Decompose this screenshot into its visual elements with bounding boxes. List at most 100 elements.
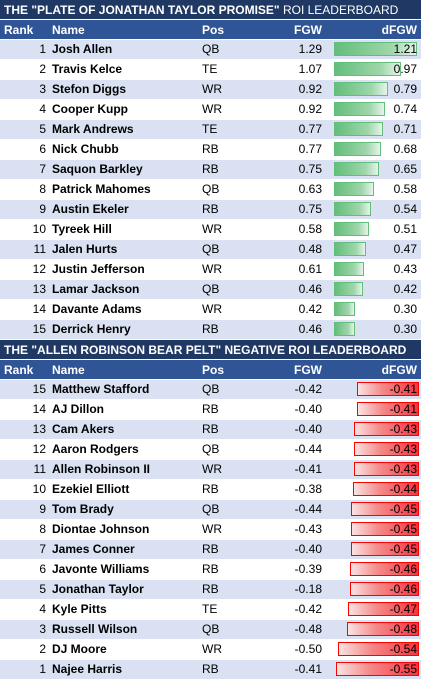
- cell-dfgw[interactable]: 0.71: [332, 120, 421, 139]
- cell-name[interactable]: Saquon Barkley: [52, 162, 143, 176]
- cell-fgw[interactable]: -0.43: [294, 522, 322, 536]
- cell-pos[interactable]: WR: [202, 102, 222, 116]
- cell-dfgw[interactable]: -0.41: [332, 380, 421, 399]
- cell-name[interactable]: Lamar Jackson: [52, 282, 140, 296]
- header-fgw[interactable]: FGW: [294, 23, 322, 37]
- cell-pos[interactable]: WR: [202, 82, 222, 96]
- cell-fgw[interactable]: -0.40: [294, 422, 322, 436]
- cell-rank[interactable]: 9: [39, 202, 46, 216]
- cell-dfgw[interactable]: -0.54: [332, 640, 421, 659]
- cell-pos[interactable]: QB: [202, 282, 220, 296]
- cell-fgw[interactable]: 0.42: [298, 302, 322, 316]
- cell-fgw[interactable]: -0.42: [294, 602, 322, 616]
- cell-fgw[interactable]: -0.38: [294, 482, 322, 496]
- cell-dfgw[interactable]: 0.58: [332, 180, 421, 199]
- cell-pos[interactable]: RB: [202, 422, 219, 436]
- cell-rank[interactable]: 14: [32, 302, 46, 316]
- cell-pos[interactable]: WR: [202, 222, 222, 236]
- cell-fgw[interactable]: 0.48: [298, 242, 322, 256]
- cell-fgw[interactable]: 0.77: [298, 142, 322, 156]
- cell-name[interactable]: Ezekiel Elliott: [52, 482, 130, 496]
- cell-dfgw[interactable]: -0.44: [332, 480, 421, 499]
- cell-rank[interactable]: 8: [39, 522, 46, 536]
- cell-rank[interactable]: 3: [39, 82, 46, 96]
- cell-dfgw[interactable]: 0.54: [332, 200, 421, 219]
- cell-dfgw[interactable]: 0.68: [332, 140, 421, 159]
- cell-dfgw[interactable]: -0.45: [332, 540, 421, 559]
- cell-pos[interactable]: WR: [202, 262, 222, 276]
- cell-pos[interactable]: RB: [202, 542, 219, 556]
- cell-dfgw[interactable]: 0.97: [332, 60, 421, 79]
- cell-name[interactable]: Allen Robinson II: [52, 462, 150, 476]
- cell-name[interactable]: Austin Ekeler: [52, 202, 129, 216]
- cell-fgw[interactable]: -0.48: [294, 622, 322, 636]
- cell-name[interactable]: DJ Moore: [52, 642, 107, 656]
- cell-name[interactable]: AJ Dillon: [52, 402, 105, 416]
- cell-rank[interactable]: 11: [33, 242, 46, 256]
- cell-name[interactable]: Tyreek Hill: [52, 222, 112, 236]
- header-rank[interactable]: Rank: [4, 23, 34, 37]
- cell-fgw[interactable]: 0.61: [298, 262, 322, 276]
- cell-pos[interactable]: QB: [202, 42, 220, 56]
- cell-dfgw[interactable]: 0.51: [332, 220, 421, 239]
- cell-fgw[interactable]: 1.07: [298, 62, 322, 76]
- cell-rank[interactable]: 10: [32, 222, 46, 236]
- cell-rank[interactable]: 1: [39, 662, 46, 676]
- cell-dfgw[interactable]: -0.41: [332, 400, 421, 419]
- cell-pos[interactable]: RB: [202, 162, 219, 176]
- cell-name[interactable]: Mark Andrews: [52, 122, 134, 136]
- cell-rank[interactable]: 10: [32, 482, 46, 496]
- cell-dfgw[interactable]: -0.43: [332, 440, 421, 459]
- cell-rank[interactable]: 4: [39, 602, 46, 616]
- cell-name[interactable]: Derrick Henry: [52, 322, 131, 336]
- cell-rank[interactable]: 7: [39, 542, 46, 556]
- cell-dfgw[interactable]: -0.45: [332, 520, 421, 539]
- cell-pos[interactable]: RB: [202, 202, 219, 216]
- cell-rank[interactable]: 15: [32, 382, 46, 396]
- cell-pos[interactable]: WR: [202, 302, 222, 316]
- cell-name[interactable]: Davante Adams: [52, 302, 142, 316]
- cell-pos[interactable]: QB: [202, 442, 220, 456]
- cell-pos[interactable]: QB: [202, 182, 220, 196]
- cell-pos[interactable]: TE: [202, 602, 218, 616]
- cell-name[interactable]: Nick Chubb: [52, 142, 119, 156]
- cell-fgw[interactable]: 0.46: [298, 282, 322, 296]
- cell-fgw[interactable]: 0.75: [298, 202, 322, 216]
- cell-fgw[interactable]: -0.40: [294, 542, 322, 556]
- cell-rank[interactable]: 8: [39, 182, 46, 196]
- cell-name[interactable]: Tom Brady: [52, 502, 114, 516]
- cell-name[interactable]: Cooper Kupp: [52, 102, 128, 116]
- cell-rank[interactable]: 5: [39, 122, 46, 136]
- cell-rank[interactable]: 3: [39, 622, 46, 636]
- header-name[interactable]: Name: [52, 363, 85, 377]
- header-dfgw[interactable]: dFGW: [381, 363, 417, 377]
- cell-fgw[interactable]: 0.58: [298, 222, 322, 236]
- header-pos[interactable]: Pos: [202, 363, 225, 377]
- header-rank[interactable]: Rank: [4, 363, 34, 377]
- cell-rank[interactable]: 7: [39, 162, 46, 176]
- cell-pos[interactable]: RB: [202, 562, 219, 576]
- cell-rank[interactable]: 5: [39, 582, 46, 596]
- header-pos[interactable]: Pos: [202, 23, 225, 37]
- cell-pos[interactable]: RB: [202, 142, 219, 156]
- cell-name[interactable]: Josh Allen: [52, 42, 113, 56]
- cell-dfgw[interactable]: 0.30: [332, 300, 421, 319]
- cell-fgw[interactable]: -0.44: [294, 502, 322, 516]
- cell-pos[interactable]: WR: [202, 462, 222, 476]
- cell-rank[interactable]: 6: [39, 142, 46, 156]
- cell-fgw[interactable]: -0.39: [294, 562, 322, 576]
- cell-dfgw[interactable]: -0.48: [332, 620, 421, 639]
- cell-rank[interactable]: 6: [39, 562, 46, 576]
- cell-dfgw[interactable]: 0.43: [332, 260, 421, 279]
- cell-name[interactable]: Jonathan Taylor: [52, 582, 144, 596]
- cell-name[interactable]: Kyle Pitts: [52, 602, 107, 616]
- cell-name[interactable]: Matthew Stafford: [52, 382, 150, 396]
- cell-dfgw[interactable]: 0.79: [332, 80, 421, 99]
- cell-name[interactable]: Stefon Diggs: [52, 82, 126, 96]
- cell-pos[interactable]: RB: [202, 582, 219, 596]
- cell-pos[interactable]: TE: [202, 122, 218, 136]
- cell-rank[interactable]: 4: [39, 102, 46, 116]
- cell-dfgw[interactable]: 0.65: [332, 160, 421, 179]
- cell-fgw[interactable]: -0.50: [294, 642, 322, 656]
- cell-fgw[interactable]: -0.42: [294, 382, 322, 396]
